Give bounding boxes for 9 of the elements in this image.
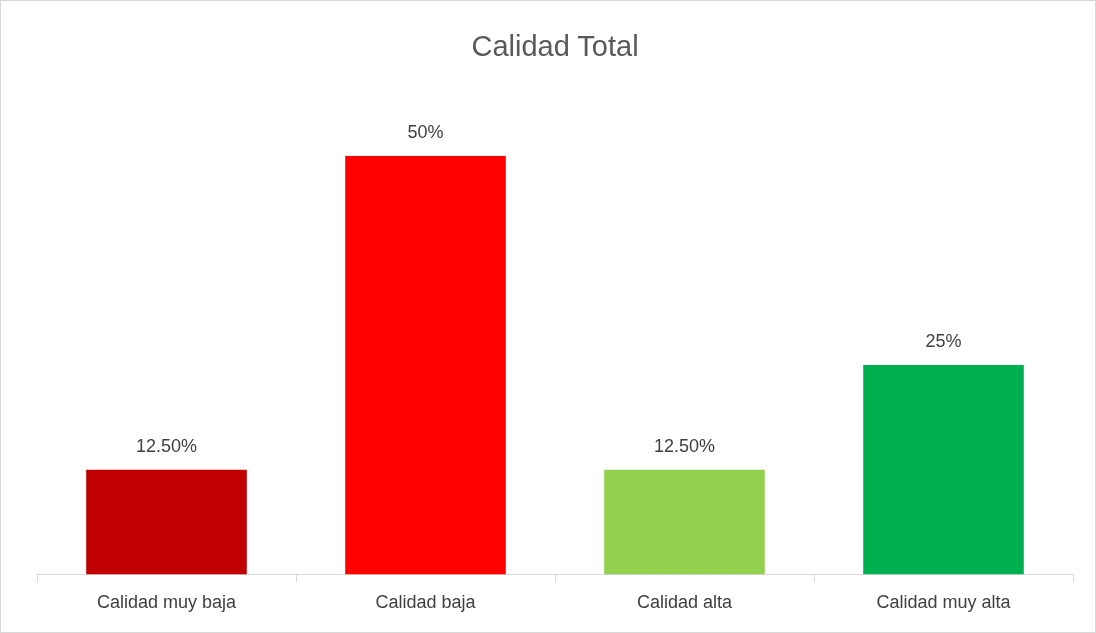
chart-title: Calidad Total: [471, 30, 639, 63]
data-label: 50%: [407, 121, 444, 142]
data-label: 25%: [925, 331, 962, 352]
x-tick-label: Calidad baja: [375, 592, 477, 613]
data-label: 12.50%: [653, 435, 716, 456]
x-tick-label: Calidad muy baja: [96, 592, 238, 613]
x-tick-label: Calidad muy alta: [876, 592, 1012, 613]
x-tick-label: Calidad alta: [636, 592, 734, 613]
data-label: 12.50%: [135, 435, 198, 456]
